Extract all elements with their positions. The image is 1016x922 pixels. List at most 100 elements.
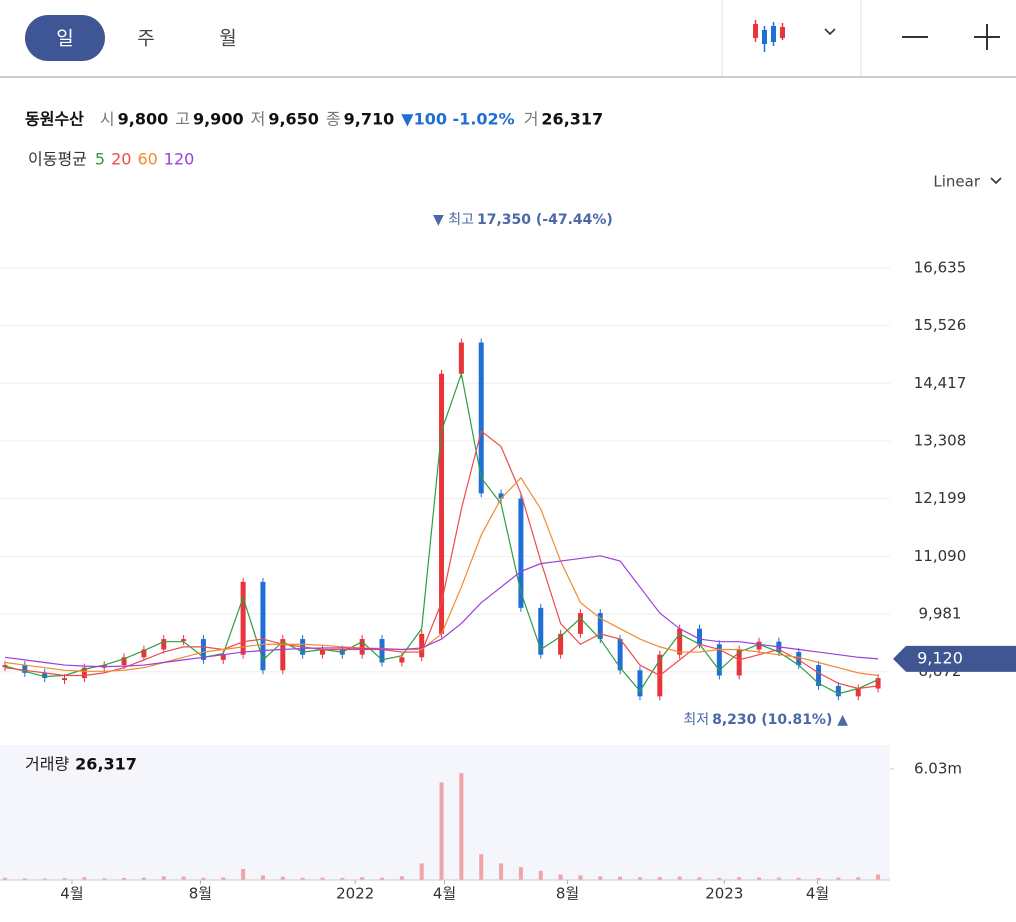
volume-bar: [499, 863, 504, 880]
high-value: 17,350 (-47.44%): [477, 212, 613, 228]
volume-bar: [42, 878, 47, 880]
volume-bar: [796, 877, 801, 880]
quote-value: 26,317: [541, 110, 603, 129]
legend-entry: 5: [95, 150, 105, 169]
volume-bar: [201, 877, 206, 880]
quote-label: 시: [100, 110, 115, 129]
quote-label: 저: [251, 110, 266, 129]
x-tick-label: 8월: [189, 885, 212, 903]
volume-bar: [737, 877, 742, 880]
tab[interactable]: 일: [56, 28, 73, 50]
volume-bar: [260, 875, 265, 880]
volume-bar: [876, 874, 881, 880]
volume-bar: [618, 876, 623, 880]
volume-bar: [221, 877, 226, 880]
volume-title: 거래량: [25, 755, 69, 774]
volume-bar: [637, 877, 642, 880]
x-tick-label: 8월: [556, 885, 579, 903]
legend-entry: 60: [137, 150, 157, 169]
volume-bar: [399, 876, 404, 880]
ma-line: [4, 429, 879, 690]
volume-bar: [776, 877, 781, 880]
volume-bar: [558, 874, 563, 880]
volume-bar: [300, 877, 305, 880]
y-tick-label: 6.03m: [914, 759, 962, 777]
volume-panel-bg: [0, 745, 890, 880]
ma-legend-title: 이동평균: [28, 150, 87, 169]
low-value: 8,230 (10.81%) ▲: [712, 712, 848, 728]
volume-bar: [82, 877, 87, 880]
tab[interactable]: 월: [219, 28, 236, 50]
volume-bar: [439, 782, 444, 880]
volume-bar: [538, 870, 543, 880]
quote-label: 고: [175, 110, 190, 129]
volume-bar: [578, 875, 583, 880]
dropdown-chevron[interactable]: [824, 28, 836, 36]
volume-bar: [380, 877, 385, 880]
chart-type-icon[interactable]: [753, 20, 785, 52]
y-tick-label: 13,308: [914, 431, 967, 449]
volume-bar: [677, 876, 682, 880]
volume-bar: [360, 877, 365, 880]
current-price-marker: [893, 645, 1016, 672]
ma-line: [4, 555, 879, 668]
volume-bar: [836, 877, 841, 880]
scale-select[interactable]: Linear: [933, 173, 980, 191]
volume-bar: [22, 878, 27, 880]
volume-bar: [697, 877, 702, 880]
x-tick-label: 4월: [806, 885, 829, 903]
legend-entry: 120: [164, 150, 195, 169]
tab[interactable]: 주: [137, 28, 154, 50]
volume-latest: 26,317: [75, 755, 137, 774]
quote-value: 9,710: [344, 110, 395, 129]
volume-bar: [419, 863, 424, 880]
current-price-label: 9,120: [917, 648, 963, 667]
zoom-in[interactable]: [974, 24, 1000, 50]
volume-bar: [280, 876, 285, 880]
y-tick-label: 14,417: [914, 374, 967, 392]
volume-bar: [320, 877, 325, 880]
volume-bar: [161, 876, 166, 880]
volume-bar: [241, 868, 246, 880]
volume-bar: [816, 877, 821, 880]
y-tick-label: 12,199: [914, 489, 967, 507]
quote-label: 종: [326, 110, 341, 129]
quote-value: 9,900: [193, 110, 244, 129]
quote-fields: 시 9,800 고 9,900 저 9,650 종 9,710 ▼100 -1.02% 거 26,3…: [100, 110, 603, 129]
volume-bar: [102, 878, 107, 880]
quote-change: ▼100 -1.02%: [401, 110, 514, 129]
volume-bar: [717, 877, 722, 880]
volume-bar: [518, 867, 523, 880]
scale-chevron[interactable]: [990, 177, 1002, 185]
quote-label: 거: [524, 110, 539, 129]
volume-bar: [62, 878, 67, 880]
x-tick-label: 2022: [336, 885, 374, 903]
x-tick-label: 2023: [705, 885, 743, 903]
x-tick-label: 4월: [433, 885, 456, 903]
quote-value: 9,650: [268, 110, 319, 129]
volume-bar: [122, 877, 127, 880]
ma-legend: 5 20 60 120: [95, 150, 194, 169]
volume-bar: [598, 876, 603, 880]
y-tick-label: 16,635: [914, 258, 967, 276]
y-tick-label: 11,090: [914, 547, 967, 565]
quote-value: 9,800: [118, 110, 169, 129]
volume-bar: [181, 876, 186, 880]
volume-bar: [657, 877, 662, 880]
volume-bar: [856, 877, 861, 880]
stock-name: 동원수산: [25, 110, 84, 129]
tab-active-bg[interactable]: [25, 15, 105, 61]
plot: 8,8729,98111,09012,19913,30814,41715,526…: [0, 212, 1016, 903]
volume-bar: [141, 877, 146, 880]
low-label: 최저: [683, 712, 709, 728]
volume-bar: [757, 877, 762, 880]
y-tick-label: 9,981: [919, 605, 962, 623]
volume-bar: [3, 877, 7, 880]
volume-bar: [459, 773, 464, 880]
legend-entry: 20: [111, 150, 131, 169]
y-tick-label: 15,526: [914, 316, 967, 334]
volume-bar: [340, 877, 345, 880]
ma-line: [4, 371, 879, 695]
